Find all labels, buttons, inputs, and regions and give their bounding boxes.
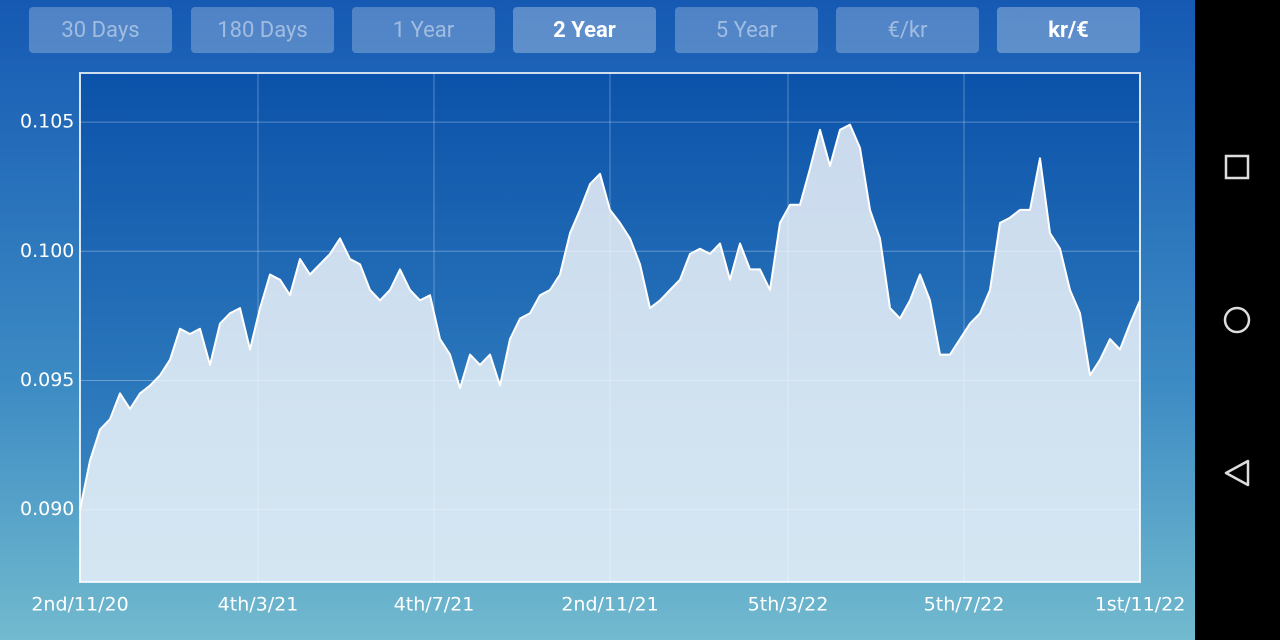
- range-button[interactable]: €/kr: [836, 7, 979, 53]
- y-tick-label: 0.105: [20, 111, 74, 133]
- x-tick-label: 2nd/11/21: [561, 594, 658, 616]
- range-button[interactable]: 2 Year: [513, 7, 656, 53]
- x-tick-label: 5th/3/22: [748, 594, 829, 616]
- x-tick-label: 2nd/11/20: [31, 594, 128, 616]
- range-button[interactable]: 180 Days: [191, 7, 334, 53]
- y-tick-label: 0.100: [20, 240, 74, 262]
- chart: 0.090 0.095 0.100 0.105 2nd/11/20 4th/3/21 4th…: [20, 72, 1186, 616]
- range-button[interactable]: kr/€: [997, 7, 1140, 53]
- range-button[interactable]: 30 Days: [29, 7, 172, 53]
- nav-bar: [1195, 0, 1280, 640]
- back-button[interactable]: [1224, 459, 1250, 487]
- x-tick-label: 4th/3/21: [218, 594, 299, 616]
- x-tick-label: 5th/7/22: [924, 594, 1005, 616]
- x-tick-label: 4th/7/21: [394, 594, 475, 616]
- y-tick-label: 0.095: [20, 369, 74, 391]
- y-tick-label: 0.090: [20, 498, 74, 520]
- app: 30 Days 180 Days 1 Year 2 Year 5 Year €/kr kr/…: [0, 0, 1195, 640]
- area: [80, 124, 1140, 582]
- range-button[interactable]: 1 Year: [352, 7, 495, 53]
- range-button[interactable]: 5 Year: [675, 7, 818, 53]
- x-tick-label: 1st/11/22: [1095, 594, 1186, 616]
- plot-border: [79, 72, 1141, 583]
- line: [79, 123, 1141, 510]
- home-button[interactable]: [1223, 306, 1251, 334]
- recents-button[interactable]: [1224, 154, 1250, 180]
